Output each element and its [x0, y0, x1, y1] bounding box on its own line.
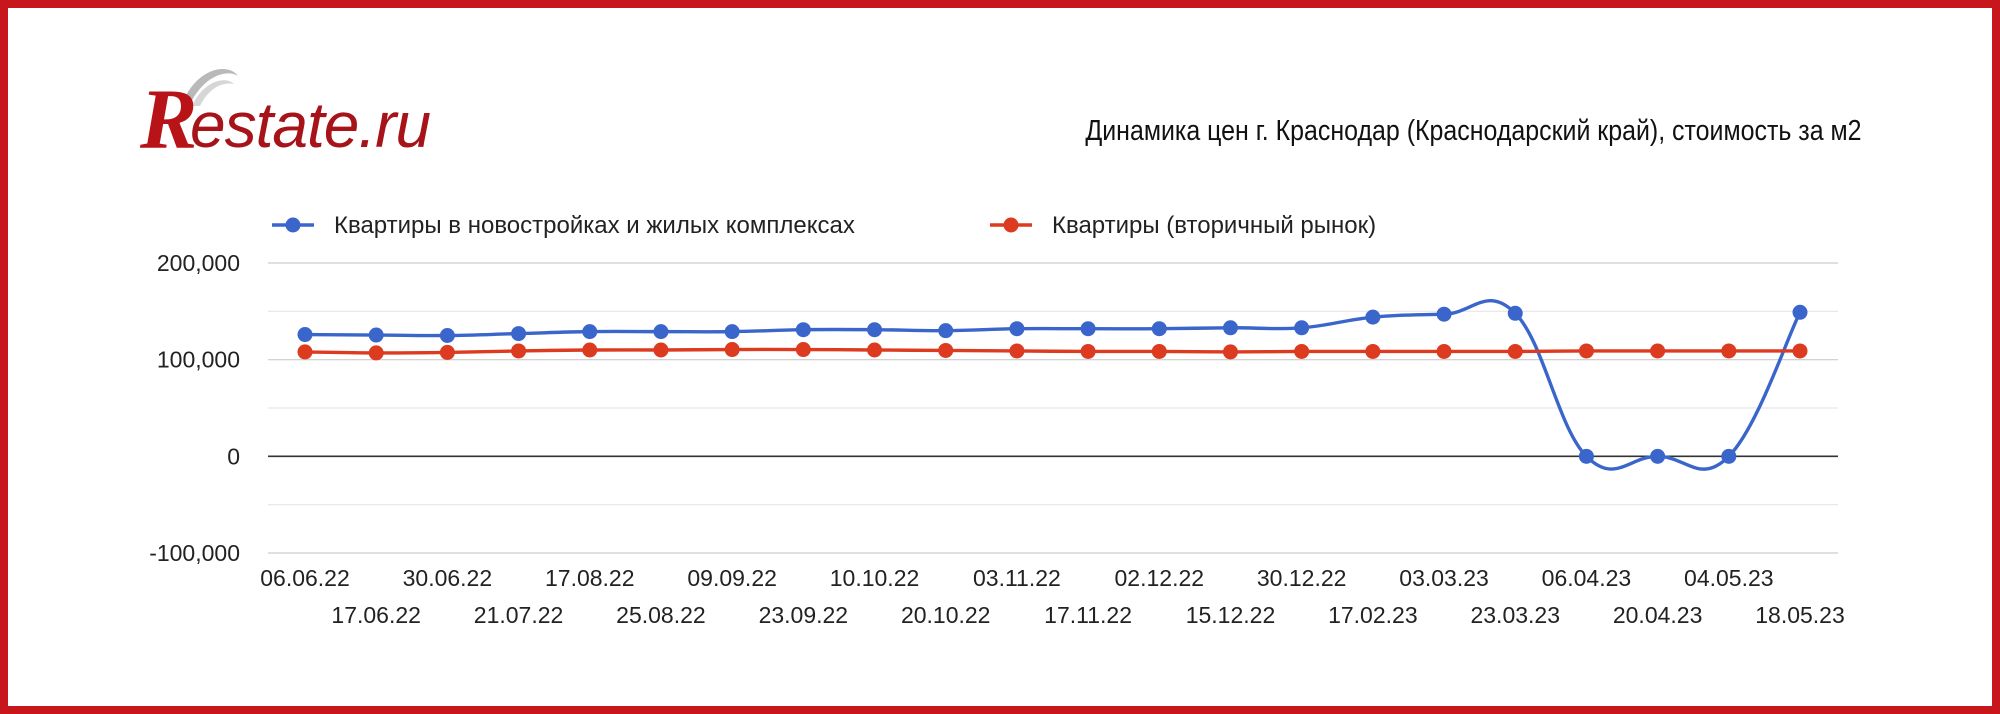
series-2 — [297, 342, 1808, 361]
data-point — [653, 342, 669, 358]
y-tick-label: 100,000 — [157, 347, 240, 373]
x-tick-label: 17.06.22 — [331, 602, 421, 628]
data-point — [1721, 343, 1737, 359]
x-tick-label: 23.03.23 — [1470, 602, 1560, 628]
x-tick-label: 21.07.22 — [474, 602, 564, 628]
y-tick-label: 200,000 — [157, 250, 240, 276]
x-tick-label: 30.06.22 — [403, 565, 493, 591]
legend-label: Квартиры в новостройках и жилых комплекс… — [334, 212, 855, 239]
x-tick-label: 09.09.22 — [687, 565, 777, 591]
data-point — [1436, 306, 1452, 322]
x-tick-label: 03.11.22 — [973, 565, 1061, 591]
series-line — [304, 347, 1800, 355]
data-point — [297, 327, 313, 343]
data-point — [1578, 448, 1594, 464]
data-point — [1365, 343, 1381, 359]
data-point — [867, 322, 883, 338]
data-point — [1507, 305, 1523, 321]
x-tick-label: 20.04.23 — [1613, 602, 1703, 628]
data-point — [1222, 344, 1238, 360]
logo-text: estate.ru — [190, 89, 431, 161]
x-tick-label: 03.03.23 — [1399, 565, 1489, 591]
x-tick-label: 04.05.23 — [1684, 565, 1774, 591]
data-point — [1650, 448, 1666, 464]
data-point — [511, 343, 527, 359]
data-point — [439, 344, 455, 360]
data-point — [1436, 343, 1452, 359]
logo-swoosh — [182, 69, 238, 106]
series-line — [304, 299, 1802, 471]
data-point — [1080, 321, 1096, 337]
data-point — [439, 328, 455, 343]
data-point — [938, 323, 954, 339]
data-point — [1578, 343, 1594, 359]
data-point — [582, 324, 598, 340]
data-point — [1009, 343, 1025, 359]
data-point — [1222, 320, 1238, 336]
data-point — [1365, 309, 1381, 325]
data-point — [724, 324, 740, 340]
legend-item-2: Квартиры (вторичный рынок) — [990, 212, 1376, 239]
gridlines — [268, 262, 1838, 554]
data-point — [1721, 448, 1737, 464]
data-point — [511, 326, 527, 342]
y-tick-label: 0 — [227, 443, 240, 469]
legend-marker — [285, 217, 301, 233]
data-point — [867, 342, 883, 358]
x-axis-tick-labels: 06.06.22 17.06.22 30.06.22 21.07.22 17.08.22… — [260, 565, 1845, 628]
logo-r-mark: R — [140, 71, 198, 167]
chart-title: Динамика цен г. Краснодар (Краснодарский… — [1085, 115, 1862, 147]
series-layer — [297, 299, 1808, 471]
x-tick-label: 06.06.22 — [260, 565, 350, 591]
data-point — [368, 327, 384, 343]
data-point — [1151, 321, 1167, 337]
data-point — [1009, 321, 1025, 337]
data-point — [297, 344, 313, 360]
data-point — [1792, 304, 1808, 320]
x-tick-label: 15.12.22 — [1186, 602, 1276, 628]
legend-label: Квартиры (вторичный рынок) — [1052, 212, 1376, 239]
x-tick-label: 02.12.22 — [1115, 565, 1205, 591]
x-tick-label: 25.08.22 — [616, 602, 706, 628]
legend-item-1: Квартиры в новостройках и жилых комплекс… — [272, 212, 855, 239]
x-tick-label: 17.08.22 — [545, 565, 635, 591]
x-tick-label: 06.04.23 — [1542, 565, 1632, 591]
data-point — [938, 342, 954, 358]
data-point — [1507, 343, 1523, 359]
x-tick-label: 10.10.22 — [830, 565, 920, 591]
x-tick-label: 30.12.22 — [1257, 565, 1347, 591]
data-point — [795, 322, 811, 338]
x-tick-label: 17.11.22 — [1044, 602, 1132, 628]
x-tick-label: 17.02.23 — [1328, 602, 1418, 628]
x-tick-label: 18.05.23 — [1755, 602, 1845, 628]
data-point — [1650, 343, 1666, 359]
y-tick-label: -100,000 — [149, 540, 240, 566]
data-point — [1151, 343, 1167, 359]
data-point — [724, 342, 740, 358]
data-point — [1080, 343, 1096, 359]
data-point — [1294, 343, 1310, 359]
data-point — [368, 345, 384, 361]
legend-marker — [1003, 217, 1019, 233]
series-1 — [297, 299, 1808, 471]
y-axis-tick-labels: -100,000 0 100,000 200,000 — [149, 250, 240, 566]
data-point — [795, 342, 811, 358]
data-point — [1294, 320, 1310, 336]
data-point — [582, 342, 598, 358]
x-tick-label: 20.10.22 — [901, 602, 991, 628]
data-point — [653, 324, 669, 340]
legend: Квартиры в новостройках и жилых комплекс… — [272, 212, 1376, 239]
data-point — [1792, 343, 1808, 359]
x-tick-label: 23.09.22 — [759, 602, 849, 628]
